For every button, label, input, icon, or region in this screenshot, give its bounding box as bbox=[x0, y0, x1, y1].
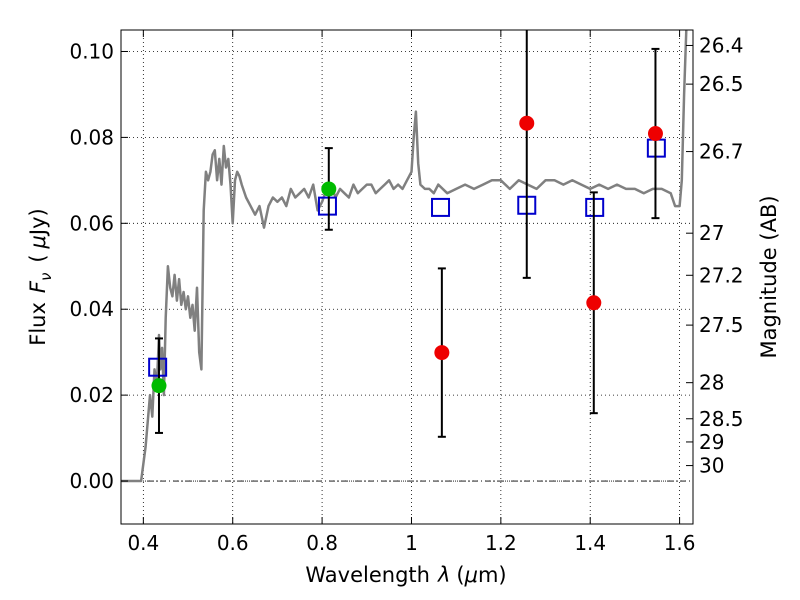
observed-flux-point bbox=[434, 345, 450, 361]
y-tick-label: 0.02 bbox=[69, 383, 114, 407]
magnitude-tick-label: 29 bbox=[699, 430, 724, 454]
magnitude-axis-label: Magnitude (AB) bbox=[757, 195, 781, 358]
x-tick-label: 1.6 bbox=[664, 531, 696, 555]
magnitude-tick-label: 27.5 bbox=[699, 313, 744, 337]
x-tick-label: 0.8 bbox=[306, 531, 338, 555]
magnitude-tick-label: 30 bbox=[699, 454, 724, 478]
sed-line bbox=[121, 30, 688, 483]
model-photometry-square bbox=[148, 357, 168, 377]
observed-flux-point bbox=[321, 181, 337, 197]
x-tick-label: 1.4 bbox=[574, 531, 606, 555]
y-tick-label: 0.06 bbox=[69, 211, 114, 235]
magnitude-tick-label: 28.5 bbox=[699, 407, 744, 431]
y-tick-label: 0.10 bbox=[69, 39, 114, 63]
observed-flux-point bbox=[151, 378, 167, 394]
x-tick-label: 1 bbox=[405, 531, 418, 555]
y-tick-label: 0.00 bbox=[69, 469, 114, 493]
magnitude-tick-label: 27.2 bbox=[699, 263, 744, 287]
observed-flux-point bbox=[586, 295, 602, 311]
observed-flux-point bbox=[647, 126, 663, 142]
observed-flux-point bbox=[519, 115, 535, 131]
model-photometry-square bbox=[431, 197, 451, 217]
y-tick-label: 0.04 bbox=[69, 297, 114, 321]
y-tick-label: 0.08 bbox=[69, 125, 114, 149]
data-layer bbox=[121, 30, 688, 483]
x-axis-label: Wavelength λ (μm) bbox=[305, 563, 506, 587]
grid-lines bbox=[121, 30, 693, 524]
axis-ticks: 0.4 0.6 0.8 1 1.2 1.4 1.6 0.00 0.02 0.04 0.06 0.08 0… bbox=[69, 30, 744, 555]
magnitude-tick-label: 26.7 bbox=[699, 140, 744, 164]
y-axis-label: FluxFν(μJy) bbox=[26, 208, 55, 346]
magnitude-tick-label: 26.4 bbox=[699, 33, 744, 57]
magnitude-tick-label: 27 bbox=[699, 221, 724, 245]
plot-frame bbox=[120, 29, 694, 525]
magnitude-tick-label: 28 bbox=[699, 371, 724, 395]
x-tick-label: 1.2 bbox=[485, 531, 517, 555]
x-tick-label: 0.4 bbox=[127, 531, 159, 555]
magnitude-tick-label: 26.5 bbox=[699, 72, 744, 96]
model-photometry-square bbox=[317, 196, 337, 216]
x-tick-label: 0.6 bbox=[217, 531, 249, 555]
